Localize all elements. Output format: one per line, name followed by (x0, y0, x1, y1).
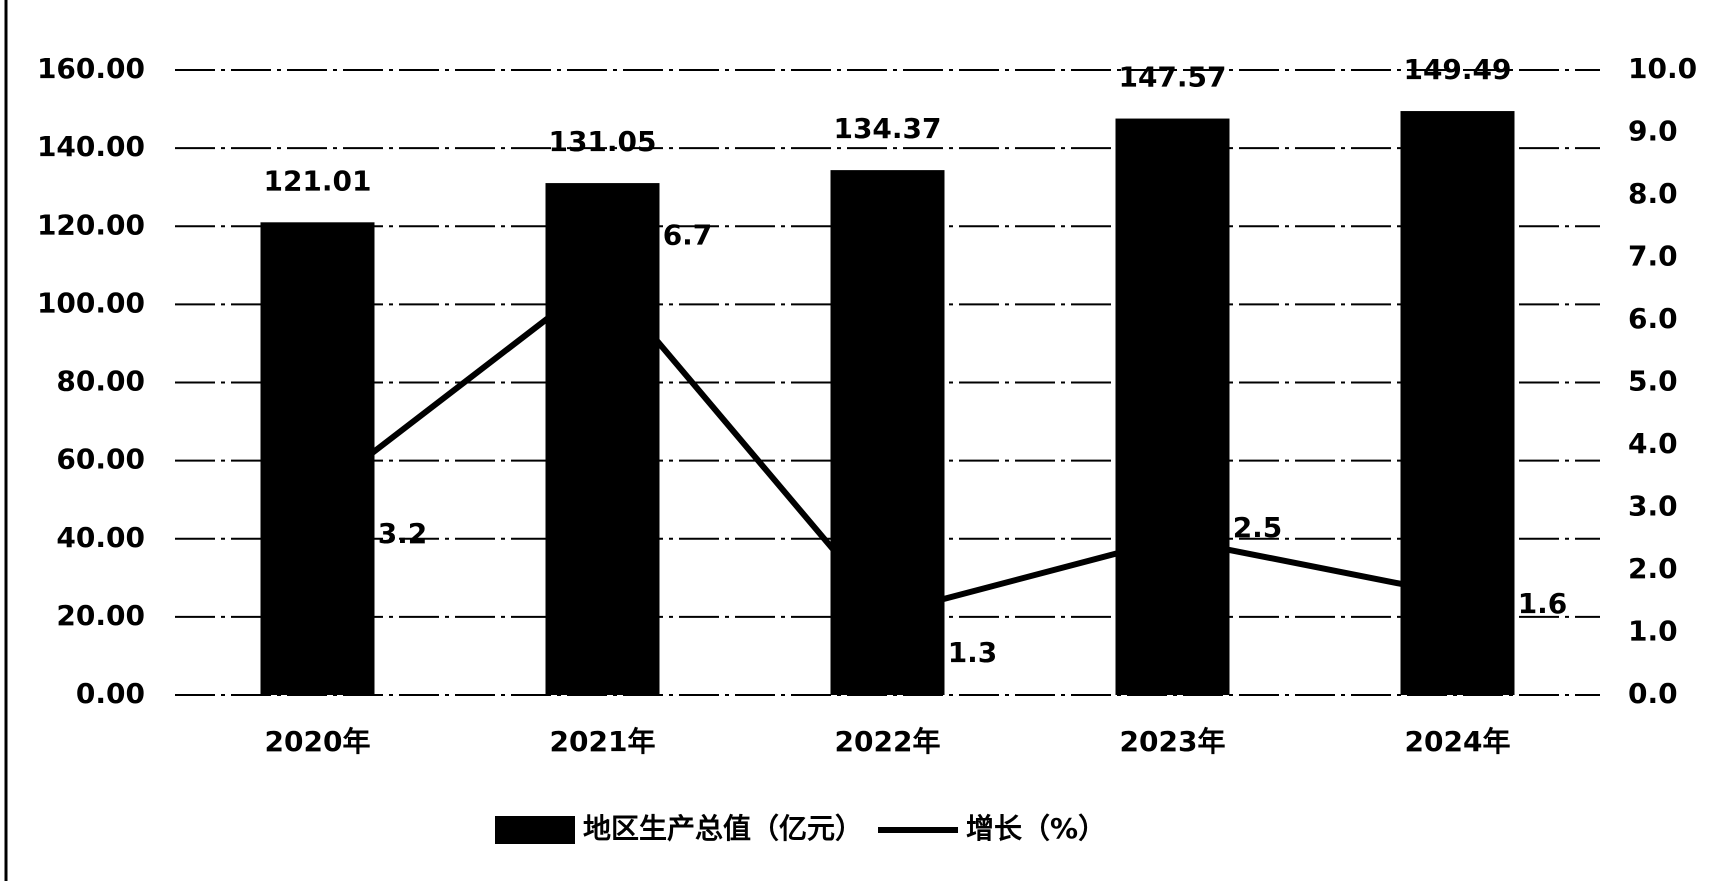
y-tick-label: 20.00 (56, 599, 145, 632)
y-tick-label: 120.00 (37, 208, 145, 241)
y-tick-label: 40.00 (56, 521, 145, 554)
y-tick-label: 60.00 (56, 443, 145, 476)
bar-value-label: 149.49 (1403, 53, 1511, 86)
x-tick-label: 2023年 (1120, 725, 1226, 758)
bar-value-label: 131.05 (548, 125, 656, 158)
y2-tick-label: 3.0 (1628, 490, 1678, 523)
y2-tick-label: 9.0 (1628, 115, 1678, 148)
bar (545, 183, 660, 695)
y-tick-label: 140.00 (37, 130, 145, 163)
bar (1400, 111, 1515, 695)
x-tick-label: 2020年 (265, 725, 371, 758)
legend-label: 地区生产总值（亿元） (583, 812, 863, 845)
line-value-label: 3.2 (378, 517, 428, 550)
y-tick-label: 0.00 (76, 677, 145, 710)
bar-value-label: 147.57 (1118, 61, 1226, 94)
bar-value-label: 134.37 (833, 112, 941, 145)
line-value-label: 2.5 (1233, 511, 1283, 544)
x-tick-label: 2022年 (835, 725, 941, 758)
x-tick-label: 2024年 (1405, 725, 1511, 758)
y2-tick-label: 6.0 (1628, 302, 1678, 335)
line (315, 273, 1459, 617)
y2-tick-label: 0.0 (1628, 677, 1678, 710)
bar (1115, 118, 1230, 695)
y-tick-label: 160.00 (37, 52, 145, 85)
line-value-label: 6.7 (663, 218, 713, 251)
bar (260, 222, 375, 695)
line-value-label: 1.6 (1518, 587, 1568, 620)
x-tick-label: 2021年 (550, 725, 656, 758)
y2-tick-label: 1.0 (1628, 615, 1678, 648)
y2-tick-label: 7.0 (1628, 240, 1678, 273)
y-tick-label: 100.00 (37, 286, 145, 319)
y2-tick-label: 4.0 (1628, 427, 1678, 460)
bar (830, 170, 945, 695)
y2-tick-label: 5.0 (1628, 365, 1678, 398)
legend-marker (495, 816, 575, 844)
legend-label: 增长（%） (966, 812, 1106, 845)
y-tick-label: 80.00 (56, 365, 145, 398)
bar-value-label: 121.01 (263, 164, 371, 197)
y2-tick-label: 2.0 (1628, 552, 1678, 585)
y2-tick-label: 10.0 (1628, 52, 1697, 85)
y2-tick-label: 8.0 (1628, 177, 1678, 210)
line-value-label: 1.3 (948, 636, 998, 669)
